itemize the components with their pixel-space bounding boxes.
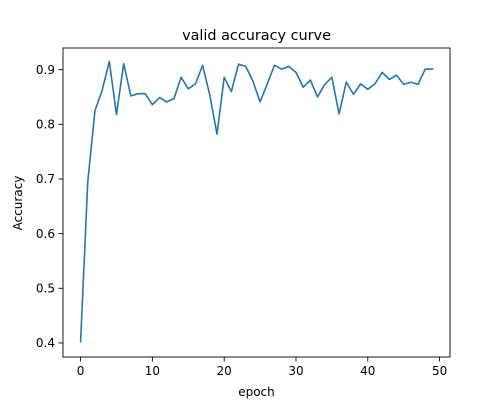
series-line-0	[79, 60, 434, 343]
plot-area	[62, 47, 451, 358]
y-tick-label: 0.6	[36, 227, 55, 241]
x-tick-label: 0	[77, 364, 85, 378]
x-tick-label: 30	[288, 364, 303, 378]
chart-title: valid accuracy curve	[182, 28, 331, 44]
x-tick-label: 50	[432, 364, 447, 378]
y-tick-label: 0.7	[36, 172, 55, 186]
y-axis-ticks: 0.4 0.5 0.6 0.7 0.8 0.9	[36, 63, 63, 350]
y-tick-label: 0.4	[36, 336, 55, 350]
x-tick-label: 20	[217, 364, 232, 378]
x-axis-ticks: 0 10 20 30 40 50	[77, 357, 447, 378]
axes-frame	[62, 47, 451, 358]
x-tick-label: 40	[360, 364, 375, 378]
y-tick-label: 0.5	[36, 281, 55, 295]
y-tick-label: 0.9	[36, 63, 55, 77]
x-tick-label: 10	[145, 364, 160, 378]
y-axis-label: Accuracy	[11, 176, 25, 231]
y-tick-label: 0.8	[36, 118, 55, 132]
x-axis-label: epoch	[238, 385, 275, 399]
